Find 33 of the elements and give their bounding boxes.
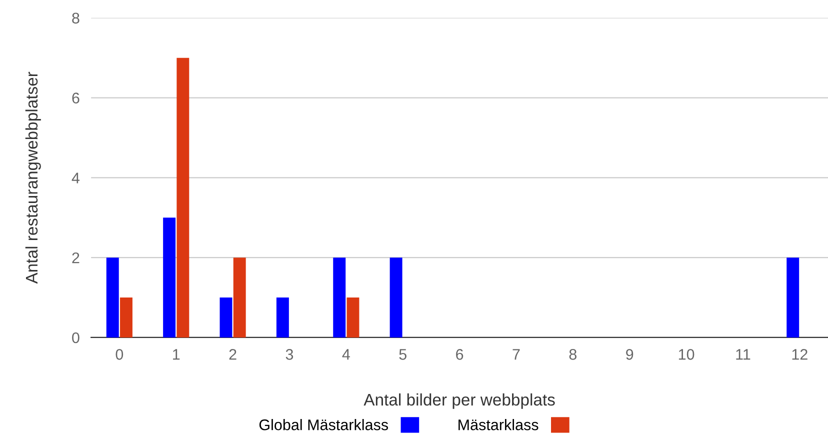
bar — [346, 298, 360, 338]
x-tick-label: 0 — [116, 349, 124, 360]
x-tick-label: 3 — [286, 349, 294, 360]
bar — [106, 258, 119, 338]
bar — [120, 298, 132, 338]
x-tick-label: 7 — [512, 349, 520, 360]
x-tick-label: 8 — [569, 349, 576, 360]
y-axis-title: Antal restaurangwebbplatser — [25, 72, 41, 284]
y-tick-label: 4 — [72, 172, 80, 184]
bar — [276, 298, 289, 338]
x-tick-label: 6 — [456, 349, 464, 360]
y-tick-label: 0 — [72, 332, 80, 344]
legend-label: Global Mästarklass — [259, 419, 388, 430]
bar — [333, 258, 346, 338]
bar — [390, 258, 402, 338]
y-tick-label: 6 — [72, 92, 80, 104]
x-tick-label: 1 — [173, 349, 180, 360]
bar — [176, 58, 190, 338]
x-tick-label: 9 — [626, 349, 634, 360]
bar — [220, 298, 232, 338]
x-tick-label: 5 — [399, 349, 406, 360]
bar — [163, 218, 176, 338]
bar — [233, 258, 246, 338]
x-tick-label: 11 — [736, 349, 750, 360]
bar — [786, 258, 800, 338]
x-tick-label: 4 — [342, 349, 350, 360]
y-tick-label: 8 — [72, 12, 80, 24]
y-tick-label: 2 — [72, 252, 80, 264]
x-axis-title: Antal bilder per webbplats — [364, 393, 555, 409]
x-tick-label: 10 — [678, 349, 694, 360]
legend-label: Mästarklass — [458, 419, 538, 430]
x-tick-label: 2 — [229, 349, 236, 360]
x-tick-label: 12 — [792, 349, 808, 360]
